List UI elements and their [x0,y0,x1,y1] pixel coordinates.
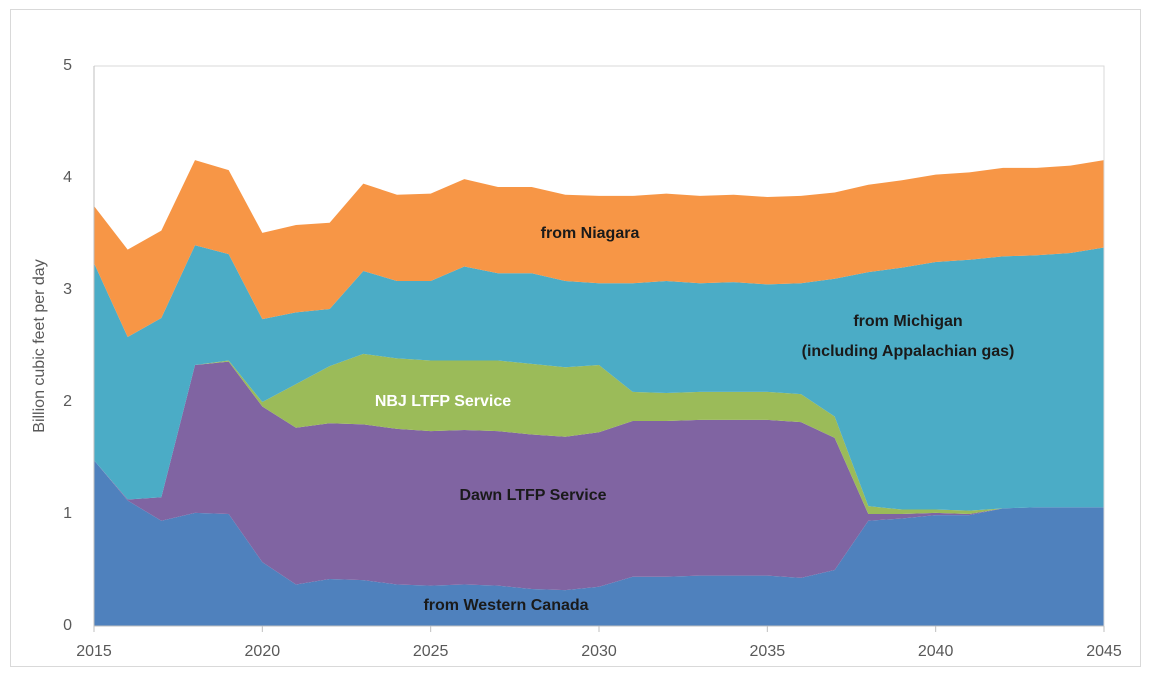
series-label: Dawn LTFP Service [459,487,607,504]
x-tick-label: 2030 [581,643,617,660]
x-tick-label: 2020 [245,643,281,660]
area [94,353,1104,514]
y-tick-label: 4 [63,169,72,186]
y-tick-label: 3 [63,281,72,298]
x-tick-label: 2045 [1086,643,1122,660]
area [94,460,1104,626]
y-tick-label: 2 [63,393,72,410]
plot-frame [94,65,1105,626]
series-label: from Michigan (including Appalachian gas… [801,313,1015,360]
series-label: NBJ LTFP Service [374,393,512,410]
y-tick-label: 5 [63,57,72,74]
x-tick-label: 2035 [750,643,786,660]
x-tick-label: 2025 [413,643,449,660]
chart-border [10,9,1141,667]
x-tick-label: 2040 [918,643,954,660]
series-label: from Niagara [540,225,640,242]
area [94,361,1104,591]
y-tick-label: 0 [63,617,72,634]
area [94,245,1104,511]
y-axis-label: Billion cubic feet per day [31,259,48,432]
series-label: from Western Canada [423,597,589,614]
area [94,160,1104,338]
x-tick-label: 2015 [76,643,112,660]
y-tick-label: 1 [63,505,72,522]
